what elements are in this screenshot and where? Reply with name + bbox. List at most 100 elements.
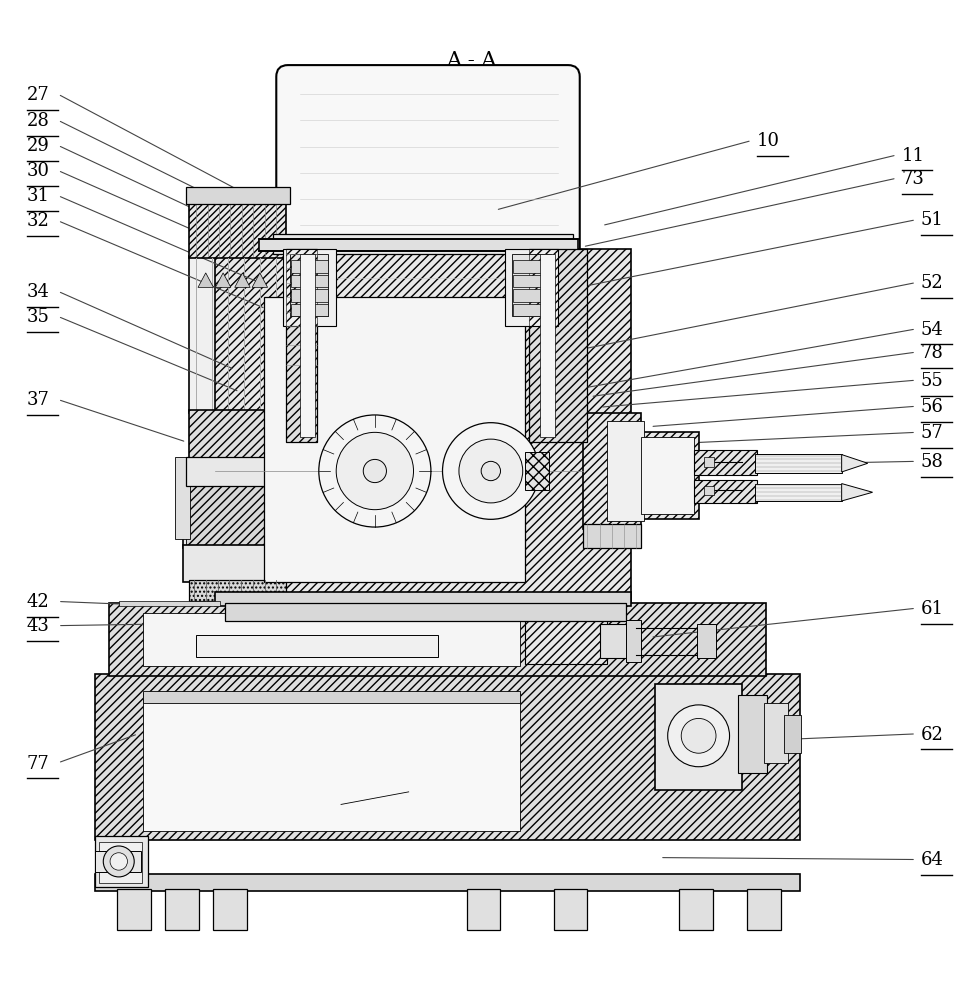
Circle shape xyxy=(336,432,413,510)
Bar xyxy=(94,851,141,872)
Bar xyxy=(626,620,641,662)
Circle shape xyxy=(442,423,539,519)
Bar xyxy=(607,421,643,521)
Polygon shape xyxy=(198,273,214,287)
Bar xyxy=(300,254,315,437)
Bar xyxy=(705,457,714,467)
Bar xyxy=(117,889,151,930)
Bar xyxy=(94,674,800,840)
Bar xyxy=(94,836,148,887)
Bar xyxy=(190,202,286,258)
Text: 34: 34 xyxy=(27,283,50,301)
Bar xyxy=(214,889,247,930)
Bar xyxy=(187,187,290,204)
Text: 54: 54 xyxy=(920,321,944,339)
Bar xyxy=(289,457,304,539)
Circle shape xyxy=(668,705,730,767)
Text: 28: 28 xyxy=(27,112,50,130)
Bar xyxy=(655,684,742,790)
Bar xyxy=(273,234,573,254)
Bar xyxy=(754,454,842,473)
Text: 78: 78 xyxy=(920,344,944,362)
Polygon shape xyxy=(842,455,868,472)
Circle shape xyxy=(481,461,501,481)
Text: 55: 55 xyxy=(920,372,944,390)
Bar xyxy=(513,304,550,316)
Text: 61: 61 xyxy=(920,600,944,618)
Text: A - A: A - A xyxy=(446,51,497,70)
Bar xyxy=(283,249,336,326)
Bar xyxy=(512,254,551,316)
Bar xyxy=(746,889,781,930)
Text: 43: 43 xyxy=(27,617,50,635)
Bar xyxy=(190,410,286,461)
Bar xyxy=(190,256,286,413)
Text: 73: 73 xyxy=(902,170,924,188)
Circle shape xyxy=(364,459,387,483)
Text: 64: 64 xyxy=(920,851,944,869)
Bar xyxy=(196,635,437,657)
Bar xyxy=(291,260,328,273)
Text: 57: 57 xyxy=(920,424,944,442)
Text: 29: 29 xyxy=(27,137,50,155)
Text: 62: 62 xyxy=(920,726,944,744)
Text: 58: 58 xyxy=(920,453,944,471)
Circle shape xyxy=(459,439,523,503)
Bar xyxy=(259,239,577,251)
Bar xyxy=(286,249,317,442)
Polygon shape xyxy=(216,273,231,287)
Bar xyxy=(263,297,525,582)
Text: 31: 31 xyxy=(27,187,50,205)
Bar xyxy=(109,603,766,676)
Bar xyxy=(697,624,716,658)
Bar xyxy=(291,304,328,316)
Bar xyxy=(290,254,329,316)
Text: 27: 27 xyxy=(27,86,50,104)
Text: 32: 32 xyxy=(27,212,50,230)
Polygon shape xyxy=(234,273,250,287)
Bar xyxy=(705,486,714,495)
Bar xyxy=(119,601,221,606)
Bar xyxy=(226,603,626,621)
Bar xyxy=(530,249,587,442)
Circle shape xyxy=(319,415,431,527)
Text: 10: 10 xyxy=(756,132,780,150)
Circle shape xyxy=(681,718,716,753)
Bar xyxy=(764,703,788,763)
Bar xyxy=(694,450,756,475)
Bar xyxy=(505,249,559,326)
Bar xyxy=(143,693,520,831)
Polygon shape xyxy=(842,484,873,501)
Bar xyxy=(694,480,756,503)
Bar xyxy=(183,545,289,582)
Text: 37: 37 xyxy=(27,391,50,409)
FancyBboxPatch shape xyxy=(276,65,579,301)
Bar xyxy=(641,437,694,514)
Text: 56: 56 xyxy=(920,398,944,416)
Bar xyxy=(94,874,800,891)
Text: 35: 35 xyxy=(27,308,50,326)
Text: 42: 42 xyxy=(27,593,50,611)
Bar xyxy=(165,889,199,930)
Bar xyxy=(754,484,842,501)
Bar xyxy=(190,580,286,601)
Bar xyxy=(600,624,629,658)
Text: 77: 77 xyxy=(27,755,50,773)
Bar xyxy=(530,249,587,442)
Text: 52: 52 xyxy=(920,274,944,292)
Bar xyxy=(291,289,328,302)
Bar xyxy=(540,254,555,437)
Text: 51: 51 xyxy=(920,211,944,229)
Bar xyxy=(99,842,142,883)
Bar xyxy=(175,457,191,539)
Bar xyxy=(216,249,631,606)
Polygon shape xyxy=(252,273,267,287)
Text: 30: 30 xyxy=(27,162,50,180)
Bar xyxy=(183,483,289,548)
Bar xyxy=(513,289,550,302)
Bar xyxy=(291,275,328,287)
Bar xyxy=(513,275,550,287)
Text: 11: 11 xyxy=(902,147,924,165)
Circle shape xyxy=(103,846,134,877)
Bar xyxy=(187,457,288,486)
